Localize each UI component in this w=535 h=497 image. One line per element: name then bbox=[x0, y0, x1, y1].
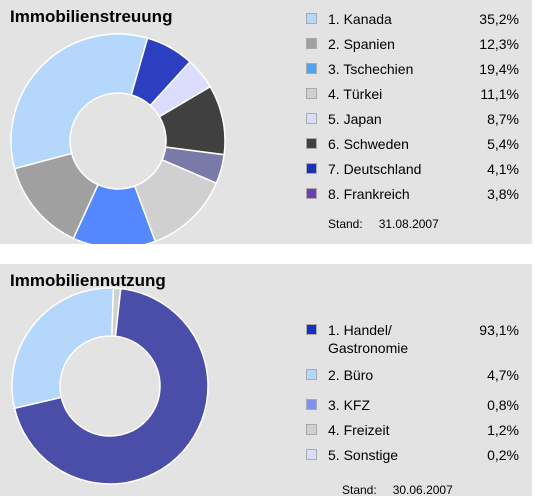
legend-label: 8. Frankreich bbox=[328, 186, 410, 202]
chart-title: Immobilienstreuung bbox=[10, 7, 173, 26]
legend-swatch bbox=[306, 369, 317, 380]
legend-item: 3. KFZ 0,8% bbox=[300, 396, 522, 416]
legend-swatch bbox=[306, 113, 317, 124]
legend-swatch bbox=[306, 188, 317, 199]
legend-item: 4. Freizeit 1,2% bbox=[300, 421, 522, 441]
legend-label: 2. Büro bbox=[328, 367, 374, 383]
legend-item: 4. Türkei 11,1% bbox=[300, 85, 522, 105]
legend-item: 1. Handel/ Gastronomie 93,1% bbox=[300, 321, 522, 356]
legend-label: 3. KFZ bbox=[328, 397, 371, 413]
legend-label: 7. Deutschland bbox=[328, 161, 422, 177]
donut-slice bbox=[10, 33, 149, 170]
legend-label: 2. Spanien bbox=[328, 36, 395, 52]
legend-swatch bbox=[306, 324, 317, 335]
legend-swatch bbox=[306, 88, 317, 99]
legend-value: 35,2% bbox=[479, 11, 519, 27]
donut-chart-streuung bbox=[10, 33, 226, 244]
legend-value: 3,8% bbox=[487, 186, 519, 202]
legend-value: 12,3% bbox=[479, 36, 519, 52]
legend-value: 93,1% bbox=[479, 322, 519, 338]
panel-immobilienstreuung: Immobilienstreuung 1. Kanada 35,2% 2. Span… bbox=[0, 0, 532, 244]
legend-swatch bbox=[306, 163, 317, 174]
legend-item: 5. Japan 8,7% bbox=[300, 110, 522, 130]
legend-label: 1. Handel/ Gastronomie bbox=[328, 322, 409, 356]
legend-value: 0,2% bbox=[487, 447, 519, 463]
legend-label: 5. Japan bbox=[328, 111, 382, 127]
stand-label: Stand: bbox=[342, 483, 377, 497]
donut-slice bbox=[13, 287, 209, 485]
legend-label: 5. Sonstige bbox=[328, 447, 399, 463]
legend-value: 4,1% bbox=[487, 161, 519, 177]
legend-item: 1. Kanada 35,2% bbox=[300, 10, 522, 30]
legend-value: 11,1% bbox=[480, 86, 519, 102]
legend-swatch bbox=[306, 424, 317, 435]
legend-label: 4. Türkei bbox=[328, 86, 383, 102]
legend-swatch bbox=[306, 138, 317, 149]
legend-item: 6. Schweden 5,4% bbox=[300, 135, 522, 155]
legend-label: 3. Tschechien bbox=[328, 61, 414, 77]
legend-label: 4. Freizeit bbox=[328, 422, 390, 438]
stand-line: Stand: 30.06.2007 bbox=[342, 483, 469, 497]
legend-swatch bbox=[306, 399, 317, 410]
legend-swatch bbox=[306, 13, 317, 24]
legend-item: 5. Sonstige 0,2% bbox=[300, 446, 522, 466]
chart-title: Immobiliennutzung bbox=[10, 271, 166, 290]
legend-item: 2. Büro 4,7% bbox=[300, 366, 522, 386]
legend-item: 3. Tschechien 19,4% bbox=[300, 60, 522, 80]
legend-swatch bbox=[306, 38, 317, 49]
legend-item: 2. Spanien 12,3% bbox=[300, 35, 522, 55]
legend-swatch bbox=[306, 63, 317, 74]
legend-value: 0,8% bbox=[487, 397, 519, 413]
legend-value: 8,7% bbox=[487, 111, 519, 127]
donut-slice bbox=[11, 287, 115, 410]
legend-swatch bbox=[306, 449, 317, 460]
stand-date: 31.08.2007 bbox=[378, 217, 439, 231]
legend-value: 1,2% bbox=[487, 422, 519, 438]
stand-date: 30.06.2007 bbox=[392, 483, 453, 497]
panel-immobiliennutzung: Immobiliennutzung 1. Handel/ Gastronomie… bbox=[0, 264, 532, 497]
stand-label: Stand: bbox=[328, 217, 363, 231]
legend-label: 1. Kanada bbox=[328, 11, 392, 27]
legend-item: 7. Deutschland 4,1% bbox=[300, 160, 522, 180]
legend-value: 5,4% bbox=[487, 136, 519, 152]
legend-item: 8. Frankreich 3,8% bbox=[300, 185, 522, 205]
stand-line: Stand: 31.08.2007 bbox=[328, 217, 455, 231]
donut-chart-nutzung bbox=[11, 287, 209, 485]
legend-value: 19,4% bbox=[479, 61, 519, 77]
legend-label: 6. Schweden bbox=[328, 136, 409, 152]
legend-value: 4,7% bbox=[487, 367, 519, 383]
